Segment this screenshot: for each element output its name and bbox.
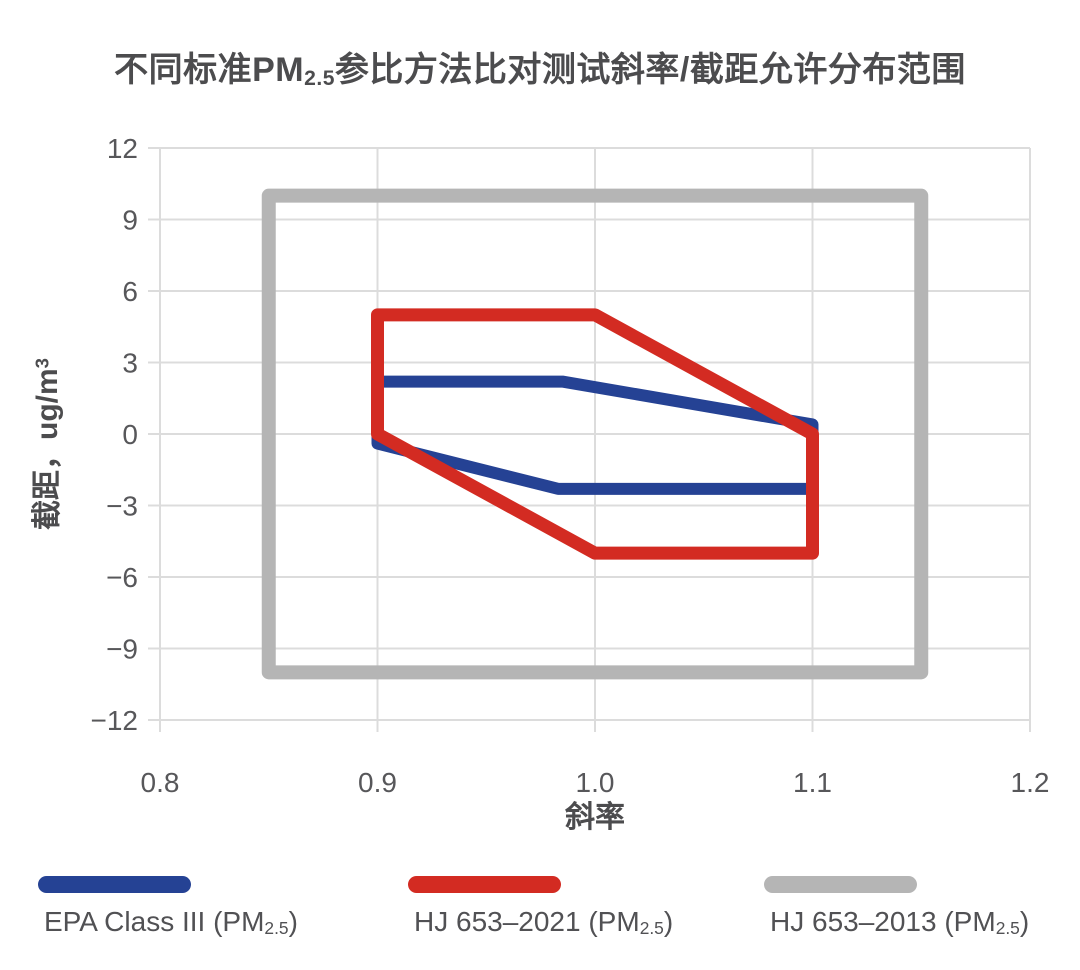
y-axis-title-text: 截距，ug/m <box>31 368 64 531</box>
y-tick-label: −12 <box>91 705 139 736</box>
chart-title-text-2: 参比方法比对测试斜率/截距允许分布范围 <box>334 51 966 89</box>
y-tick-label: −6 <box>106 562 138 593</box>
y-tick-label: 0 <box>122 419 138 450</box>
x-tick-label: 0.9 <box>358 767 397 798</box>
legend-swatch-epa-class-iii <box>38 876 191 893</box>
y-tick-label: −9 <box>106 634 138 665</box>
chart-title-text: 不同标准PM <box>114 51 305 89</box>
plot-area: 0.8 0.9 1.0 1.1 1.2 12 9 6 3 0 −3 −6 −9 −12 <box>91 133 1050 798</box>
legend-item-hj-653-2021: HJ 653–2021 (PM2.5) <box>408 876 673 939</box>
region-hj-653-2021 <box>371 308 819 560</box>
y-tick-label: 3 <box>122 348 138 379</box>
region-hj-653-2013 <box>261 188 929 680</box>
x-tick-label: 1.1 <box>793 767 832 798</box>
chart-title-subscript: 2.5 <box>304 66 335 90</box>
chart-title: 不同标准PM2.5参比方法比对测试斜率/截距允许分布范围 <box>0 42 1080 91</box>
legend-swatch-hj-653-2021 <box>408 876 561 893</box>
y-tick-label: 6 <box>122 276 138 307</box>
legend: EPA Class III (PM2.5) HJ 653–2021 (PM2.5… <box>0 876 1080 956</box>
x-axis-title: 斜率 <box>565 801 625 834</box>
legend-label-hj-653-2021: HJ 653–2021 (PM2.5) <box>414 906 674 939</box>
y-tick-label: −3 <box>106 491 138 522</box>
legend-swatch-hj-653-2013 <box>764 876 917 893</box>
legend-item-epa-class-iii: EPA Class III (PM2.5) <box>38 876 298 939</box>
legend-label-hj-653-2013: HJ 653–2013 (PM2.5) <box>770 906 1030 939</box>
x-tick-label: 1.2 <box>1011 767 1050 798</box>
y-tick-label: 12 <box>107 133 138 164</box>
x-tick-label: 1.0 <box>576 767 615 798</box>
legend-label-epa-class-iii: EPA Class III (PM2.5) <box>44 906 298 939</box>
y-tick-label: 9 <box>122 205 138 236</box>
x-tick-label: 0.8 <box>141 767 180 798</box>
legend-item-hj-653-2013: HJ 653–2013 (PM2.5) <box>764 876 1029 939</box>
y-axis-title-superscript: 3 <box>31 357 53 369</box>
y-axis-title: 截距，ug/m3 <box>22 358 66 530</box>
